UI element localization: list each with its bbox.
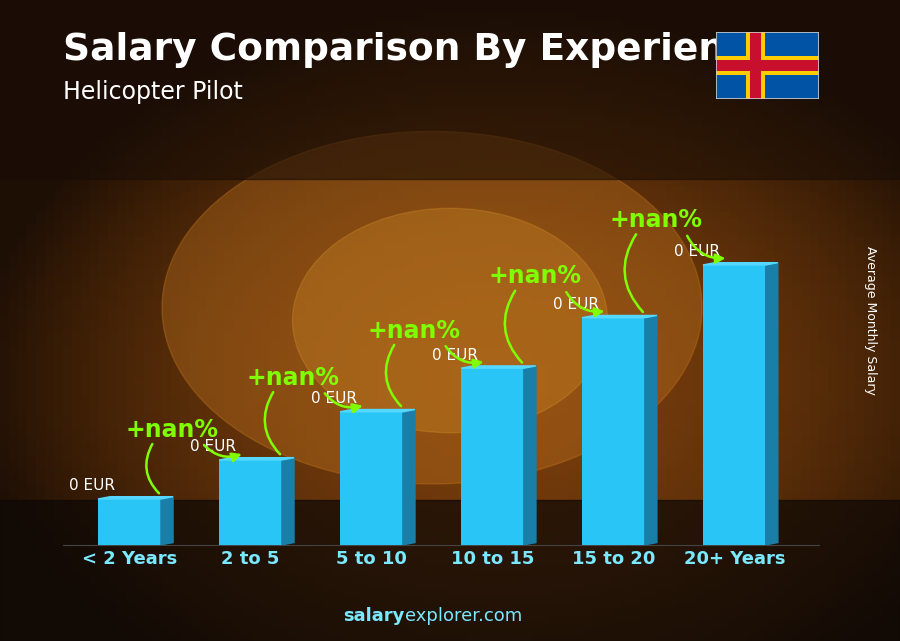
Text: +nan%: +nan% bbox=[609, 208, 702, 232]
Bar bbox=[716, 56, 819, 75]
Polygon shape bbox=[219, 458, 294, 460]
Text: +nan%: +nan% bbox=[247, 366, 339, 390]
Text: +nan%: +nan% bbox=[367, 319, 460, 342]
Text: 0 EUR: 0 EUR bbox=[190, 440, 236, 454]
Polygon shape bbox=[524, 366, 536, 545]
Bar bbox=[0, 0, 900, 179]
Polygon shape bbox=[403, 410, 415, 545]
Bar bbox=[0, 500, 900, 641]
Polygon shape bbox=[703, 263, 778, 265]
Bar bbox=[582, 318, 644, 545]
Polygon shape bbox=[766, 263, 778, 545]
Text: explorer.com: explorer.com bbox=[405, 607, 522, 625]
Text: 0 EUR: 0 EUR bbox=[432, 347, 478, 363]
Polygon shape bbox=[340, 410, 415, 412]
Text: Salary Comparison By Experience: Salary Comparison By Experience bbox=[63, 32, 773, 68]
Ellipse shape bbox=[292, 208, 608, 433]
Ellipse shape bbox=[162, 131, 702, 484]
Text: Average Monthly Salary: Average Monthly Salary bbox=[865, 246, 878, 395]
Bar bbox=[98, 499, 161, 545]
Text: 0 EUR: 0 EUR bbox=[553, 297, 599, 312]
Bar bbox=[219, 460, 282, 545]
Bar bbox=[750, 32, 761, 99]
Bar bbox=[716, 60, 819, 71]
Text: 0 EUR: 0 EUR bbox=[69, 478, 115, 494]
Bar bbox=[340, 412, 403, 545]
Bar bbox=[461, 368, 524, 545]
Polygon shape bbox=[461, 366, 536, 368]
Text: Helicopter Pilot: Helicopter Pilot bbox=[63, 80, 243, 104]
Polygon shape bbox=[644, 315, 657, 545]
Polygon shape bbox=[161, 497, 173, 545]
Text: salary: salary bbox=[344, 607, 405, 625]
Polygon shape bbox=[98, 497, 173, 499]
Polygon shape bbox=[582, 315, 657, 318]
Text: 0 EUR: 0 EUR bbox=[674, 244, 720, 260]
Text: +nan%: +nan% bbox=[125, 418, 219, 442]
Bar bbox=[746, 32, 765, 99]
Text: 0 EUR: 0 EUR bbox=[311, 391, 357, 406]
Polygon shape bbox=[282, 458, 294, 545]
Text: +nan%: +nan% bbox=[488, 264, 581, 288]
Bar bbox=[703, 265, 766, 545]
